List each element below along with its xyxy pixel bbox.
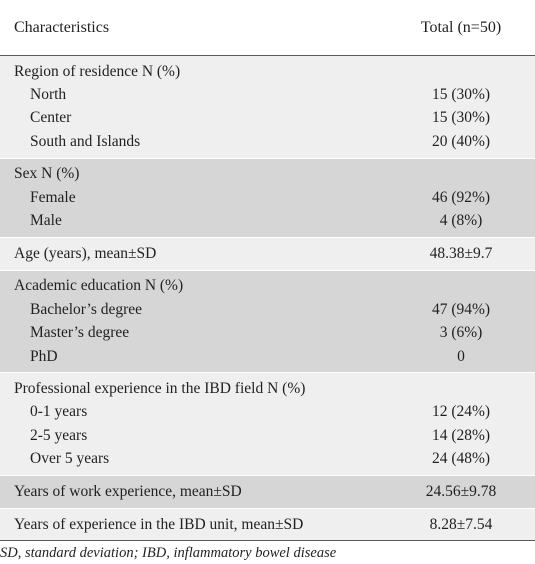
table-row: Over 5 years 24 (48%) (0, 447, 535, 470)
group-region: Region of residence N (%) North 15 (30%) … (0, 56, 535, 159)
table-row: Master’s degree 3 (6%) (0, 322, 535, 345)
group-title: Academic education N (%) (14, 277, 184, 295)
group-title: Sex N (%) (14, 165, 80, 183)
row-label: Center (30, 109, 72, 127)
table-row: 2-5 years 14 (28%) (0, 424, 535, 447)
table-header: Characteristics Total (n=50) (0, 0, 535, 56)
row-label: 2-5 years (30, 426, 88, 444)
row-value: 14 (28%) (431, 426, 491, 444)
table-row: South and Islands 20 (40%) (0, 130, 535, 153)
row-label: Years of work experience, mean±SD (14, 482, 242, 500)
group-title: Professional experience in the IBD field… (14, 379, 306, 397)
group-title: Region of residence N (%) (14, 62, 181, 80)
row-label: Female (30, 188, 76, 206)
row-label: Age (years), mean±SD (14, 244, 157, 262)
table-row: Years of work experience, mean±SD 24.56±9… (0, 476, 535, 508)
row-label: Male (30, 212, 62, 230)
group-education: Academic education N (%) Bachelor’s degr… (0, 270, 535, 374)
table-row: Center 15 (30%) (0, 107, 535, 130)
row-value: 47 (94%) (431, 300, 491, 318)
table-row: Bachelor’s degree 47 (94%) (0, 298, 535, 321)
row-value: 24.56±9.78 (425, 482, 497, 500)
group-age: Age (years), mean±SD 48.38±9.7 (0, 237, 535, 271)
group-work-experience: Years of work experience, mean±SD 24.56±9… (0, 475, 535, 509)
row-label: Bachelor’s degree (30, 300, 143, 318)
row-value: 48.38±9.7 (429, 244, 493, 262)
table-row: Female 46 (92%) (0, 186, 535, 209)
table-footnote: SD, standard deviation; IBD, inflammator… (0, 545, 337, 561)
row-label: 0-1 years (30, 403, 88, 421)
row-label: South and Islands (30, 132, 141, 150)
table-row: 0-1 years 12 (24%) (0, 401, 535, 424)
row-value: 46 (92%) (431, 188, 491, 206)
row-value: 15 (30%) (431, 86, 491, 104)
row-value: 15 (30%) (431, 109, 491, 127)
row-value: 12 (24%) (431, 403, 491, 421)
characteristics-table: Characteristics Total (n=50) Region of r… (0, 0, 535, 542)
table-row: Age (years), mean±SD 48.38±9.7 (0, 238, 535, 270)
row-value: 0 (457, 347, 465, 365)
group-sex: Sex N (%) Female 46 (92%) Male 4 (8%) (0, 158, 535, 238)
row-label: Master’s degree (30, 324, 130, 342)
table-row: Years of experience in the IBD unit, mea… (0, 509, 535, 541)
row-label: Years of experience in the IBD unit, mea… (14, 515, 304, 533)
row-label: North (30, 86, 67, 104)
header-characteristics: Characteristics (14, 18, 110, 36)
table-row: PhD 0 (0, 345, 535, 368)
header-total: Total (n=50) (420, 18, 502, 36)
row-value: 24 (48%) (431, 450, 491, 468)
row-value: 8.28±7.54 (429, 515, 493, 533)
row-label: PhD (30, 347, 58, 365)
row-value: 3 (6%) (439, 324, 483, 342)
table-bottom-rule (0, 540, 535, 541)
row-value: 20 (40%) (431, 132, 491, 150)
row-value: 4 (8%) (439, 212, 483, 230)
group-ibd-unit-experience: Years of experience in the IBD unit, mea… (0, 508, 535, 542)
table-row: North 15 (30%) (0, 83, 535, 106)
table-row: Male 4 (8%) (0, 209, 535, 232)
group-professional-experience: Professional experience in the IBD field… (0, 373, 535, 476)
row-label: Over 5 years (30, 450, 110, 468)
